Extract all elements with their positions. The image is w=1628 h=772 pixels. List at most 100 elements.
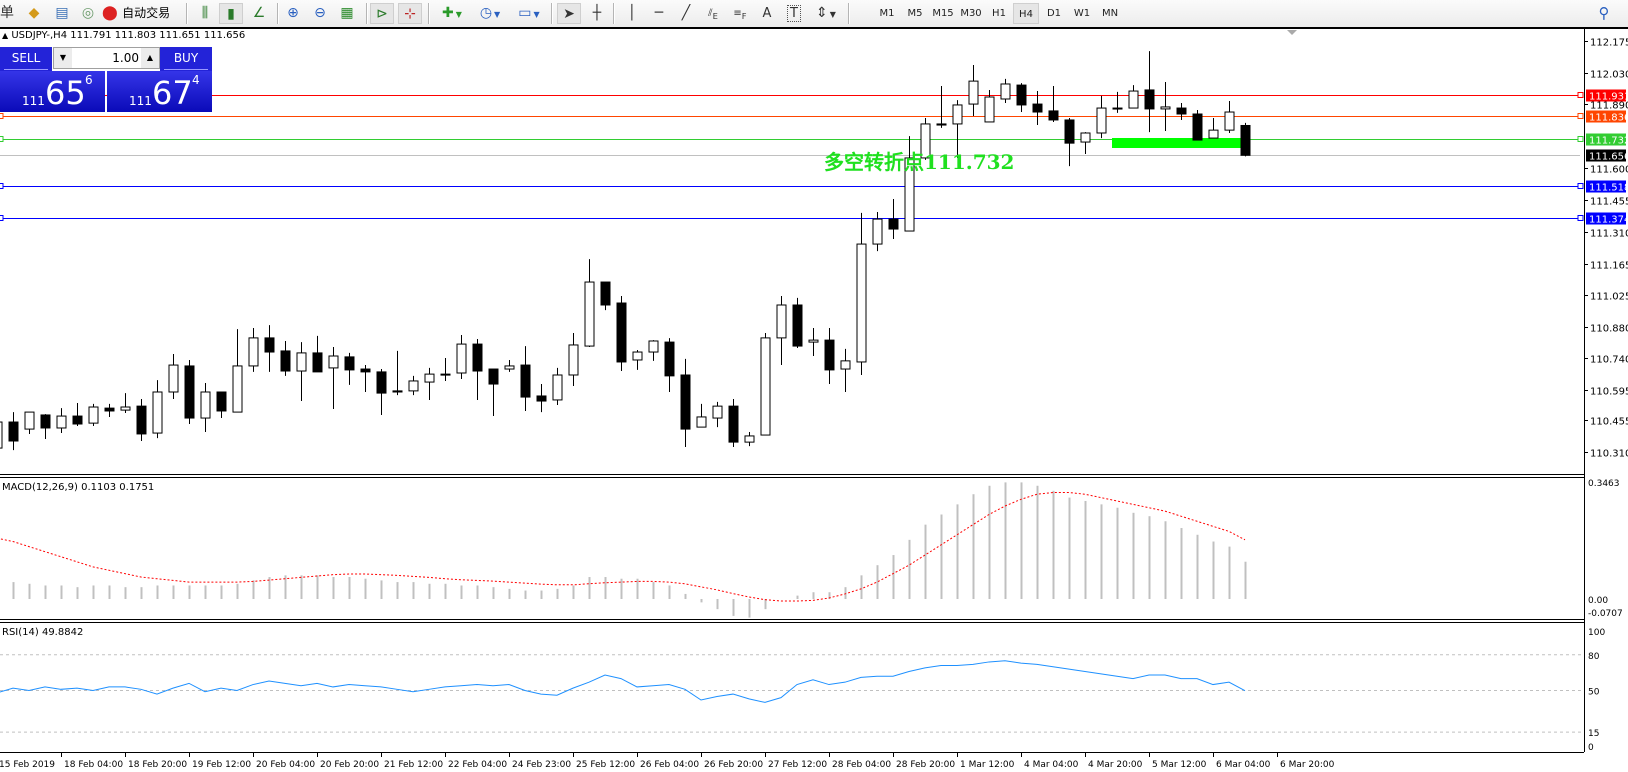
time-tick-label: 18 Feb 20:00 xyxy=(128,760,187,770)
candle xyxy=(200,382,211,432)
level-anchor-right[interactable] xyxy=(1577,92,1584,98)
bullish-candle-body xyxy=(408,380,419,392)
auto-trading-icon: ⬤ xyxy=(102,5,118,21)
chart-shift-icon[interactable]: ⊹ xyxy=(398,3,422,24)
candlestick-icon[interactable]: ▮ xyxy=(219,3,243,24)
candle xyxy=(360,365,371,392)
bar-chart-icon[interactable]: ⫼ xyxy=(201,5,209,21)
time-tick-label: 5 Mar 12:00 xyxy=(1152,760,1207,770)
level-anchor-right[interactable] xyxy=(1577,215,1584,221)
candle xyxy=(1080,132,1091,154)
bearish-candle-body xyxy=(440,373,451,376)
candle xyxy=(88,403,99,426)
level-anchor-left[interactable] xyxy=(0,136,4,142)
search-icon[interactable]: ⚲ xyxy=(1598,4,1610,22)
navigator-icon[interactable]: ▤ xyxy=(55,5,69,21)
toolbar-separator xyxy=(366,3,368,24)
signals-icon[interactable]: ◎ xyxy=(81,5,95,21)
candle xyxy=(168,354,179,400)
timeframe-m5[interactable]: M5 xyxy=(907,8,923,19)
timeframe-mn[interactable]: MN xyxy=(1101,8,1119,19)
sell-price-button[interactable]: 111 65 6 xyxy=(0,71,105,112)
collapse-triangle-icon[interactable]: ▲ xyxy=(2,31,9,40)
candle xyxy=(232,329,243,413)
buy-price-button[interactable]: 111 67 4 xyxy=(107,71,212,112)
fibonacci-icon[interactable]: ⫽E xyxy=(708,8,718,21)
indicators-button[interactable]: ✚ ▼ xyxy=(434,3,470,24)
bearish-candle-body xyxy=(216,391,227,412)
symbol-ohlc: USDJPY-,H4 111.791 111.803 111.651 111.6… xyxy=(11,30,246,41)
candle xyxy=(952,100,963,158)
level-anchor-right[interactable] xyxy=(1577,136,1584,142)
candle xyxy=(872,212,883,252)
toolbar: 单 ◆ ▤ ◎ ⬤ 自动交易 ⫼ ▮ ∠ ⊕ ⊖ ▦ ⊳ ⊹ ✚ ▼ ◷ ▼ ▭ ▼ … xyxy=(0,0,1628,29)
timeframe-h1[interactable]: H1 xyxy=(992,8,1006,19)
periods-button[interactable]: ◷ ▼ xyxy=(472,3,508,24)
candle xyxy=(488,368,499,417)
chart-shift-marker-icon[interactable] xyxy=(1287,30,1297,35)
auto-scroll-icon[interactable]: ⊳ xyxy=(370,3,394,24)
level-anchor-left[interactable] xyxy=(0,183,4,189)
crosshair-icon[interactable]: ┼ xyxy=(592,5,602,21)
candle xyxy=(1176,102,1187,120)
templates-button[interactable]: ▭ ▼ xyxy=(511,3,547,24)
timeframe-m1[interactable]: M1 xyxy=(879,8,895,19)
bearish-candle-body xyxy=(1032,103,1043,113)
time-tick-label: 26 Feb 04:00 xyxy=(640,760,699,770)
horizontal-line-icon[interactable]: ─ xyxy=(654,5,664,21)
candle xyxy=(392,350,403,396)
bullish-candle-body xyxy=(1112,107,1123,110)
trendline-icon[interactable]: ╱ xyxy=(681,5,691,21)
bullish-candle-body xyxy=(424,373,435,383)
arrows-button[interactable]: ⇕ ▼ xyxy=(808,3,844,24)
auto-trading-button[interactable]: ⬤ 自动交易 xyxy=(102,3,182,24)
timeframe-m30[interactable]: M30 xyxy=(960,8,982,19)
bullish-candle-body xyxy=(856,243,867,363)
fibo-fan-icon[interactable]: ≡F xyxy=(733,8,747,21)
cursor-icon[interactable]: ➤ xyxy=(557,3,581,24)
lot-size-input[interactable]: 1.00 xyxy=(112,51,139,65)
timeframe-w1[interactable]: W1 xyxy=(1073,8,1091,19)
level-anchor-right[interactable] xyxy=(1577,113,1584,119)
bullish-candle-body xyxy=(296,352,307,372)
timeframe-h4[interactable]: H4 xyxy=(1013,3,1039,24)
market-watch-icon[interactable]: ◆ xyxy=(28,5,40,21)
timeframe-m15[interactable]: M15 xyxy=(932,8,954,19)
lot-size-stepper[interactable]: ▼ 1.00 ▲ xyxy=(53,47,160,69)
price-tick-label: 110.880 xyxy=(1590,324,1628,335)
chevron-down-icon: ▼ xyxy=(829,10,836,19)
buy-button[interactable]: BUY xyxy=(160,47,212,71)
sell-button[interactable]: SELL xyxy=(0,47,52,71)
sell-price-fraction: 6 xyxy=(85,73,93,87)
toolbar-separator xyxy=(428,3,430,24)
price-tick-label: 112.175 xyxy=(1590,38,1628,49)
bearish-candle-body xyxy=(600,281,611,306)
line-chart-icon[interactable]: ∠ xyxy=(252,5,266,21)
text-tool-icon[interactable]: A xyxy=(755,3,779,24)
new-order-button[interactable]: 单 xyxy=(0,3,14,24)
bearish-candle-body xyxy=(312,352,323,373)
candle xyxy=(1192,110,1203,141)
timeframe-d1[interactable]: D1 xyxy=(1046,8,1062,19)
tile-windows-icon[interactable]: ▦ xyxy=(340,5,354,21)
chevron-down-icon: ▼ xyxy=(455,10,462,19)
one-click-trading-panel: SELL ▼ 1.00 ▲ BUY 111 65 6 111 67 4 xyxy=(0,47,212,112)
text-label-tool-icon[interactable]: T xyxy=(782,3,806,24)
time-tick-label: 18 Feb 04:00 xyxy=(64,760,123,770)
rsi-axis-label: 100 xyxy=(1588,628,1605,638)
candle xyxy=(520,346,531,411)
level-anchor-left[interactable] xyxy=(0,215,4,221)
lot-increase-button[interactable]: ▲ xyxy=(141,48,159,68)
level-anchor-left[interactable] xyxy=(0,113,4,119)
level-anchor-right[interactable] xyxy=(1577,183,1584,189)
toolbar-separator xyxy=(613,3,615,24)
candle xyxy=(408,375,419,396)
zoom-out-icon[interactable]: ⊖ xyxy=(314,5,326,21)
lot-decrease-button[interactable]: ▼ xyxy=(54,48,72,68)
pivot-zone[interactable] xyxy=(1112,138,1250,148)
zoom-in-icon[interactable]: ⊕ xyxy=(287,5,299,21)
bearish-candle-body xyxy=(664,341,675,377)
vertical-line-icon[interactable]: │ xyxy=(627,5,637,21)
candle xyxy=(856,212,867,375)
